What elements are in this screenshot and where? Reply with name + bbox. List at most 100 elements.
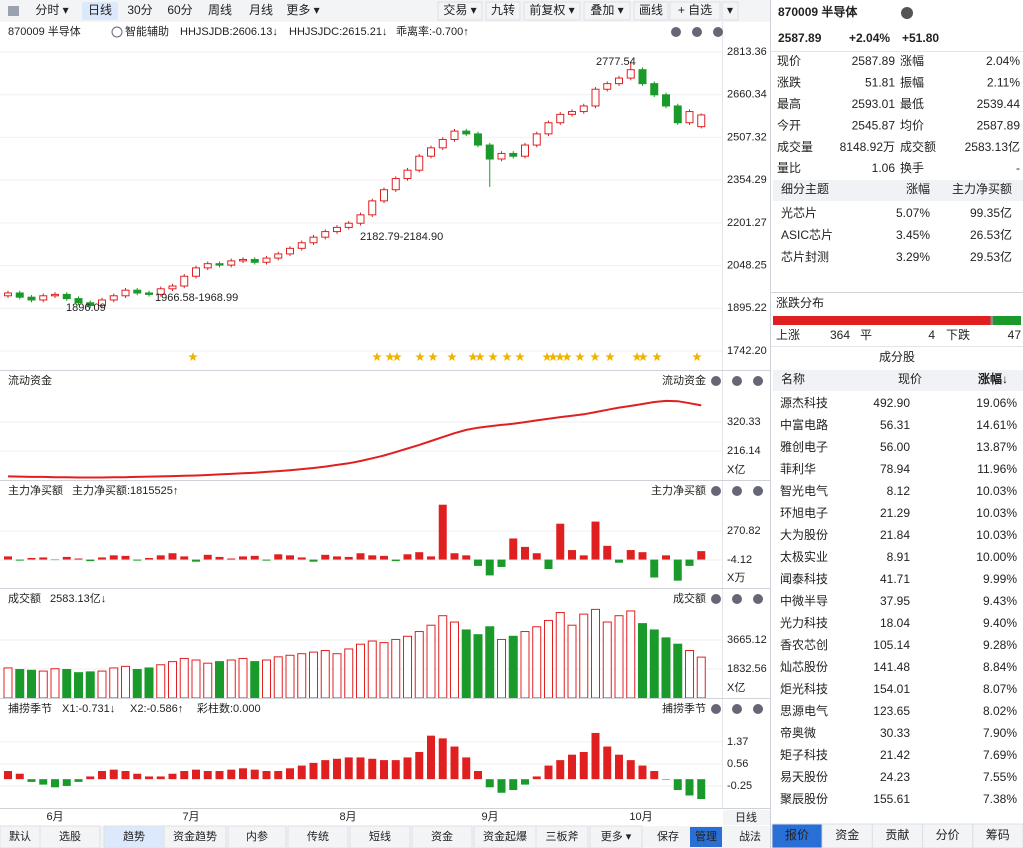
theme-name[interactable]: ASIC芯片 — [781, 228, 833, 242]
tool-button-label[interactable]: 交易 ▾ — [443, 2, 476, 17]
tool-button[interactable] — [121, 2, 159, 20]
tool-button-label[interactable]: 周线 — [208, 3, 232, 17]
bottom-tab[interactable] — [535, 825, 589, 848]
right-tab-label[interactable]: 贡献 — [885, 827, 909, 842]
right-tab-label[interactable]: 分价 — [936, 828, 960, 842]
stock-name[interactable]: 灿芯股份 — [780, 660, 828, 674]
stock-name[interactable]: 菲利华 — [780, 462, 816, 476]
bottom-tab[interactable] — [39, 825, 101, 848]
bottom-tab-label[interactable]: 更多 ▾ — [601, 829, 632, 843]
right-tab[interactable] — [821, 823, 873, 848]
stock-name[interactable]: 中微半导 — [780, 593, 828, 608]
panel-icon[interactable] — [711, 704, 721, 714]
panel-icon[interactable] — [711, 486, 721, 496]
tool-button[interactable] — [242, 2, 280, 20]
bottom-tab-label[interactable]: 资金起爆 — [483, 829, 527, 843]
theme-name[interactable]: 芯片封测 — [781, 250, 829, 264]
tool-button-label[interactable]: 60分 — [167, 3, 192, 17]
tool-button-label[interactable]: 日线 — [88, 3, 112, 17]
tool-button-label[interactable]: 九转 — [491, 2, 515, 17]
right-tab[interactable] — [871, 823, 924, 848]
assist-label[interactable]: 智能辅助 — [125, 24, 169, 38]
tool-button[interactable] — [201, 2, 239, 20]
tool-button[interactable] — [583, 1, 631, 21]
panel-icon[interactable] — [713, 27, 723, 37]
panel-icon[interactable] — [753, 486, 763, 496]
stock-name[interactable]: 矩子科技 — [780, 748, 828, 762]
tool-button[interactable] — [82, 2, 118, 20]
stock-name[interactable]: 光力科技 — [780, 616, 828, 630]
tool-button-label[interactable]: 月线 — [249, 3, 273, 17]
tool-button-label[interactable]: 画线 — [639, 3, 663, 17]
panel-icon[interactable] — [753, 594, 763, 604]
panel-icon[interactable] — [711, 594, 721, 604]
right-tab-label[interactable]: 筹码 — [986, 828, 1010, 842]
action-button-label[interactable]: 管理 — [695, 829, 717, 843]
panel-icon[interactable] — [732, 376, 742, 386]
bottom-tab-label[interactable]: 选股 — [59, 830, 81, 843]
stock-name[interactable]: 闻泰科技 — [780, 572, 828, 586]
bottom-tab-label[interactable]: 默认 — [9, 830, 31, 843]
panel-icon[interactable] — [732, 704, 742, 714]
right-tab[interactable] — [972, 823, 1023, 848]
action-button[interactable] — [648, 827, 688, 847]
action-button-label[interactable]: 保存 — [657, 829, 679, 843]
tool-button[interactable] — [669, 1, 721, 21]
stock-name[interactable]: 雅创电子 — [780, 439, 828, 454]
bottom-tab-label[interactable]: 传统 — [307, 830, 329, 843]
tool-button-label[interactable]: ▾ — [727, 3, 733, 17]
right-tab-label[interactable]: 报价 — [785, 827, 809, 842]
stock-name[interactable]: 思源电气 — [780, 703, 828, 718]
panel-icon[interactable] — [671, 27, 681, 37]
tool-button-label[interactable]: 更多 ▾ — [286, 3, 319, 17]
stock-name[interactable]: 易天股份 — [780, 770, 828, 784]
tool-button[interactable] — [721, 1, 739, 21]
tool-button[interactable] — [28, 2, 76, 20]
action-button[interactable] — [730, 827, 770, 847]
tool-button[interactable] — [485, 1, 521, 21]
tool-button[interactable] — [437, 1, 483, 21]
action-button[interactable] — [690, 827, 722, 847]
bottom-tab[interactable] — [411, 825, 473, 848]
action-button-label[interactable]: 战法 — [739, 829, 761, 843]
panel-icon[interactable] — [732, 594, 742, 604]
tool-button-label[interactable]: 叠加 ▾ — [590, 3, 623, 17]
panel-icon[interactable] — [753, 704, 763, 714]
tool-button-label[interactable]: 30分 — [127, 3, 152, 17]
bottom-tab-label[interactable]: 短线 — [369, 829, 391, 843]
right-tab[interactable] — [771, 823, 823, 848]
bottom-tab[interactable] — [349, 825, 411, 848]
tool-button[interactable] — [523, 1, 581, 21]
stock-name[interactable]: 香农芯创 — [780, 638, 828, 652]
tool-button[interactable] — [162, 2, 198, 20]
panel-icon[interactable] — [753, 376, 763, 386]
period-button[interactable] — [723, 810, 770, 825]
tool-button-label[interactable]: 前复权 ▾ — [529, 2, 574, 17]
theme-name[interactable]: 光芯片 — [781, 206, 817, 220]
bottom-tab[interactable] — [227, 825, 287, 848]
bottom-tab[interactable] — [287, 825, 349, 848]
stock-name[interactable]: 太极实业 — [780, 549, 828, 564]
tool-button[interactable] — [633, 1, 669, 21]
bottom-tab-label[interactable]: 资金趋势 — [173, 829, 217, 843]
panel-icon[interactable] — [732, 486, 742, 496]
bottom-tab[interactable] — [589, 825, 643, 848]
stock-name[interactable]: 源杰科技 — [780, 396, 828, 410]
tool-button[interactable] — [282, 2, 324, 20]
stock-name[interactable]: 聚辰股份 — [780, 792, 828, 806]
right-tab-label[interactable]: 资金 — [835, 827, 859, 842]
info-icon[interactable] — [901, 7, 913, 19]
stock-name[interactable]: 炬光科技 — [780, 682, 828, 696]
bottom-tab-label[interactable]: 内参 — [246, 829, 268, 843]
panel-icon[interactable] — [692, 27, 702, 37]
stock-name[interactable]: 智光电气 — [780, 483, 828, 498]
bottom-tab-label[interactable]: 资金 — [431, 829, 453, 843]
bottom-tab-label[interactable]: 三板斧 — [546, 829, 579, 843]
tool-button-label[interactable]: + 自选 — [678, 3, 712, 17]
stock-name[interactable]: 环旭电子 — [780, 506, 828, 520]
tool-button-label[interactable]: 分时 ▾ — [35, 3, 68, 17]
bottom-tab-label[interactable]: 趋势 — [123, 830, 145, 843]
header-cell[interactable]: 涨幅↓ — [978, 371, 1008, 386]
panel-icon[interactable] — [711, 376, 721, 386]
period-button-label[interactable]: 日线 — [735, 810, 757, 824]
